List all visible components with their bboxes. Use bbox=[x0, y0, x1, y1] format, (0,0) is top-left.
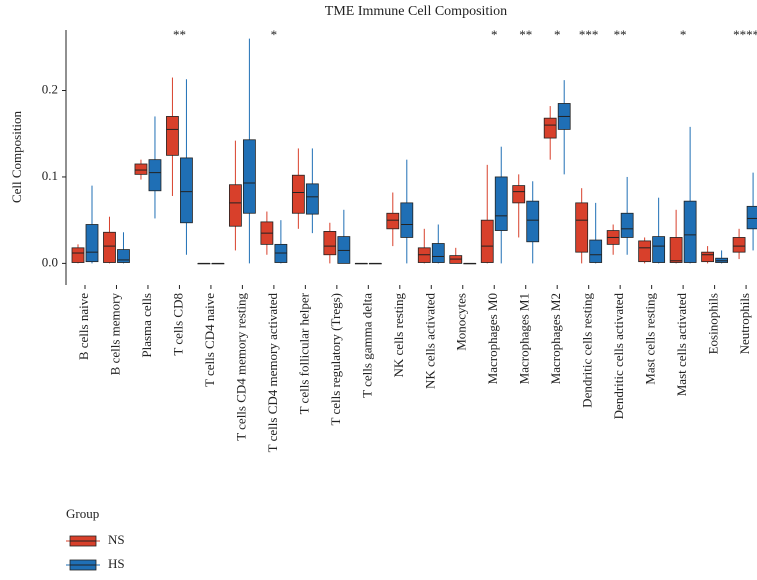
x-tick-label: Dendritic cells activated bbox=[611, 293, 626, 420]
significance: ** bbox=[614, 27, 627, 42]
box bbox=[117, 249, 130, 263]
significance: **** bbox=[733, 27, 757, 42]
x-tick-label: Plasma cells bbox=[139, 293, 154, 358]
y-tick-label: 0.1 bbox=[42, 168, 58, 183]
x-tick-label: B cells naive bbox=[76, 293, 91, 360]
box bbox=[589, 239, 603, 263]
box bbox=[85, 224, 99, 263]
box bbox=[494, 176, 508, 231]
box bbox=[291, 174, 305, 214]
significance: * bbox=[680, 27, 687, 42]
x-tick-label: Neutrophils bbox=[737, 293, 752, 354]
y-axis-label: Cell Composition bbox=[9, 110, 24, 203]
significance: ** bbox=[519, 27, 532, 42]
box bbox=[103, 231, 116, 263]
x-tick-label: T cells CD4 naive bbox=[202, 293, 217, 387]
x-tick-label: NK cells activated bbox=[422, 293, 437, 390]
x-tick-label: Dendritic cells resting bbox=[580, 293, 595, 408]
x-tick-label: T cells gamma delta bbox=[359, 293, 374, 398]
box bbox=[134, 163, 148, 175]
x-tick-label: T cells regulatory (Tregs) bbox=[328, 293, 343, 426]
x-tick-label: Eosinophils bbox=[706, 293, 721, 354]
box bbox=[228, 184, 242, 227]
x-tick-label: Mast cells resting bbox=[643, 293, 658, 385]
significance: ** bbox=[173, 27, 186, 42]
box bbox=[732, 237, 746, 253]
box bbox=[683, 200, 697, 263]
x-tick-label: Macrophages M2 bbox=[548, 293, 563, 384]
box bbox=[480, 219, 494, 263]
legend-title: Group bbox=[66, 506, 99, 521]
box bbox=[701, 251, 714, 263]
box bbox=[746, 205, 757, 230]
x-tick-label: Macrophages M0 bbox=[485, 293, 500, 384]
box bbox=[166, 116, 179, 156]
box bbox=[400, 202, 414, 238]
box bbox=[323, 231, 337, 256]
box bbox=[638, 240, 652, 263]
box bbox=[512, 185, 526, 204]
box bbox=[543, 117, 557, 139]
x-tick-label: T cells CD4 memory activated bbox=[265, 293, 280, 453]
significance: * bbox=[554, 27, 561, 42]
box bbox=[148, 159, 162, 192]
box bbox=[620, 212, 634, 238]
x-tick-label: Monocytes bbox=[454, 293, 469, 351]
x-tick-label: B cells memory bbox=[107, 293, 122, 376]
x-tick-label: T cells CD4 memory resting bbox=[233, 293, 248, 441]
y-tick-label: 0.2 bbox=[42, 81, 58, 96]
significance: *** bbox=[579, 27, 599, 42]
legend-label: NS bbox=[108, 532, 125, 547]
box bbox=[71, 247, 85, 263]
box bbox=[180, 157, 193, 224]
y-tick-label: 0.0 bbox=[42, 254, 58, 269]
significance: * bbox=[491, 27, 498, 42]
box bbox=[526, 200, 540, 243]
box bbox=[652, 236, 666, 263]
x-tick-label: Mast cells activated bbox=[674, 293, 689, 397]
box bbox=[669, 237, 683, 263]
box bbox=[575, 202, 589, 253]
box bbox=[431, 243, 445, 263]
box bbox=[242, 139, 256, 214]
box bbox=[305, 183, 319, 215]
x-tick-label: T cells CD8 bbox=[170, 293, 185, 356]
chart-title: TME Immune Cell Composition bbox=[325, 4, 507, 19]
x-tick-label: Macrophages M1 bbox=[517, 293, 532, 384]
x-tick-label: T cells follicular helper bbox=[296, 292, 311, 414]
legend-label: HS bbox=[108, 556, 125, 571]
box bbox=[386, 212, 400, 230]
x-tick-label: NK cells resting bbox=[391, 293, 406, 378]
significance: * bbox=[271, 27, 278, 42]
